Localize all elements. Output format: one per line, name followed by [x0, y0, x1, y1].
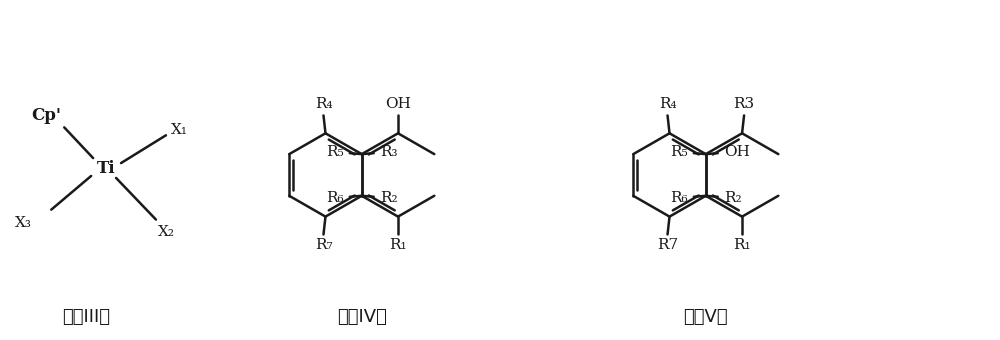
Text: R₅: R₅	[326, 145, 344, 159]
Text: R₅: R₅	[670, 145, 688, 159]
Text: R₁: R₁	[389, 238, 407, 252]
Text: R₄: R₄	[659, 98, 676, 112]
Text: OH: OH	[385, 98, 411, 112]
Text: X₂: X₂	[158, 225, 175, 239]
Text: Ti: Ti	[97, 159, 115, 176]
Text: R3: R3	[734, 98, 755, 112]
Text: X₁: X₁	[171, 123, 188, 137]
Text: R₂: R₂	[380, 191, 397, 205]
Text: 式（IV）: 式（IV）	[337, 308, 387, 326]
Text: R₂: R₂	[724, 191, 741, 205]
Text: OH: OH	[724, 145, 750, 159]
Text: R₆: R₆	[326, 191, 344, 205]
Text: R7: R7	[657, 238, 678, 252]
Text: R₁: R₁	[733, 238, 751, 252]
Text: 式（V）: 式（V）	[683, 308, 728, 326]
Text: R₆: R₆	[670, 191, 688, 205]
Text: Cp': Cp'	[31, 107, 61, 124]
Text: X₃: X₃	[14, 216, 31, 230]
Text: R₃: R₃	[380, 145, 397, 159]
Text: R₇: R₇	[315, 238, 332, 252]
Text: R₄: R₄	[315, 98, 332, 112]
Text: 式（III）: 式（III）	[62, 308, 110, 326]
